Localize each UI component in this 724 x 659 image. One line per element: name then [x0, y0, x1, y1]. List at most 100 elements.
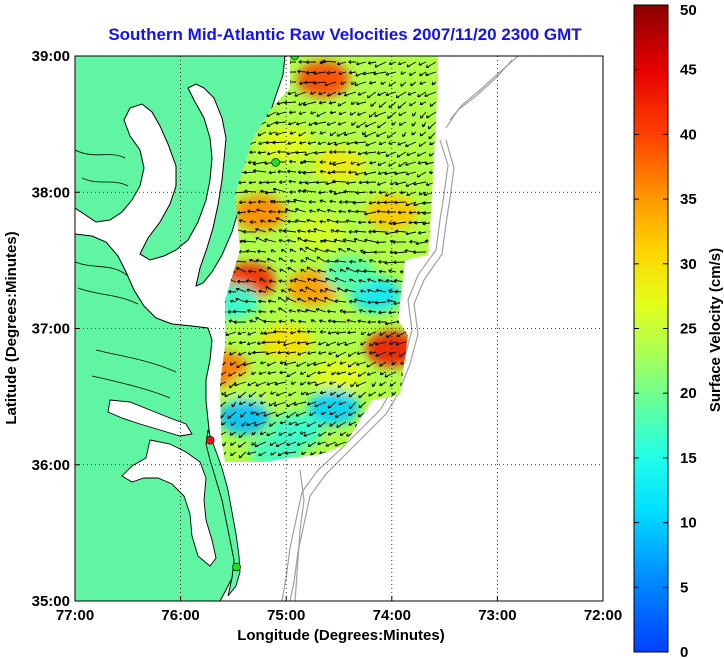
velocity-arrow [326, 218, 337, 223]
velocity-arrow [229, 381, 237, 389]
velocity-arrow [336, 371, 347, 376]
velocity-arrow [304, 151, 317, 156]
velocity-arrow [337, 91, 347, 96]
velocity-arrow [234, 381, 247, 387]
velocity-arrow [378, 141, 387, 145]
velocity-arrow [307, 401, 317, 406]
velocity-arrow [337, 101, 347, 107]
velocity-arrow [258, 269, 267, 273]
velocity-arrow [299, 431, 307, 435]
velocity-arrow [405, 141, 417, 147]
velocity-arrow [249, 150, 257, 155]
velocity-arrow [249, 258, 257, 263]
velocity-arrow [314, 381, 327, 387]
velocity-arrow [405, 181, 417, 187]
velocity-arrow [270, 451, 277, 456]
velocity-arrow [318, 351, 327, 355]
velocity-arrow [377, 171, 387, 175]
velocity-arrow [264, 238, 277, 243]
velocity-arrow [358, 401, 367, 409]
velocity-arrow [259, 391, 267, 398]
velocity-arrow [375, 288, 387, 293]
velocity-arrow [346, 319, 357, 323]
velocity-arrow [391, 391, 397, 396]
velocity-arrow [351, 121, 357, 126]
velocity-hotspot [334, 99, 387, 136]
velocity-arrow [327, 361, 337, 367]
velocity-arrow [305, 286, 317, 293]
velocity-arrow [395, 91, 407, 99]
velocity-hotspot [313, 358, 365, 395]
x-tick-label: 72:00 [584, 607, 622, 624]
velocity-arrow [329, 110, 337, 115]
velocity-arrow [238, 219, 247, 223]
velocity-arrow [400, 71, 407, 75]
velocity-arrow [254, 441, 267, 448]
velocity-arrow [348, 170, 357, 175]
velocity-arrow [261, 340, 277, 345]
velocity-arrow [298, 319, 307, 324]
velocity-arrow [258, 299, 267, 304]
velocity-arrow [371, 381, 377, 387]
outer-banks [205, 429, 241, 597]
velocity-arrow [272, 187, 287, 193]
velocity-arrow [336, 421, 347, 428]
velocity-arrow [220, 431, 227, 438]
velocity-arrow [265, 180, 277, 185]
velocity-arrow [367, 220, 377, 225]
velocity-arrow [298, 180, 307, 185]
velocity-arrow [294, 208, 307, 213]
velocity-arrow [316, 208, 327, 213]
velocity-arrow [319, 199, 327, 204]
velocity-arrow [330, 391, 337, 396]
velocity-arrow [289, 190, 296, 194]
velocity-arrow [252, 161, 267, 166]
velocity-arrow [302, 170, 317, 175]
velocity-arrow [330, 229, 337, 233]
velocity-arrow [334, 277, 347, 283]
velocity-arrow [246, 421, 257, 426]
velocity-arrow [306, 371, 317, 378]
velocity-arrow [347, 351, 357, 357]
velocity-arrow [388, 101, 397, 109]
velocity-arrow [385, 91, 397, 96]
velocity-arrow [402, 131, 407, 138]
velocity-arrow [267, 266, 277, 273]
velocity-arrow [335, 219, 347, 224]
velocity-arrow [275, 441, 287, 447]
velocity-arrow [314, 121, 327, 126]
velocity-arrow [367, 331, 377, 336]
velocity-arrow [265, 140, 277, 145]
velocity-arrow [285, 297, 297, 303]
velocity-arrow [377, 91, 387, 96]
velocity-arrow [405, 231, 417, 236]
sound-water-2 [107, 399, 193, 437]
velocity-arrow [335, 351, 347, 358]
velocity-arrow [255, 228, 267, 233]
velocity-arrow [377, 320, 386, 324]
velocity-arrow [354, 81, 367, 87]
velocity-arrow [238, 371, 247, 377]
y-ticks: 35:00 36:00 37:00 38:00 39:00 [32, 48, 80, 610]
velocity-arrow [327, 141, 337, 146]
velocity-arrow [362, 71, 377, 76]
velocity-arrow [377, 279, 387, 283]
velocity-arrow [338, 209, 347, 214]
velocity-arrow [347, 209, 357, 214]
velocity-arrow [304, 238, 317, 243]
radar-site-marker [290, 56, 299, 61]
velocity-arrow [299, 371, 307, 375]
velocity-arrow [360, 249, 367, 254]
velocity-arrow [385, 231, 397, 236]
velocity-arrow [367, 278, 377, 283]
velocity-arrow [287, 169, 297, 174]
velocity-arrow [306, 361, 317, 367]
velocity-arrow [267, 299, 277, 304]
velocity-arrow [370, 101, 377, 107]
velocity-arrow [397, 141, 407, 146]
velocity-arrow [267, 219, 277, 224]
velocity-arrow [307, 229, 317, 234]
velocity-arrow [251, 431, 257, 436]
velocity-arrow [294, 219, 307, 223]
velocity-arrow [364, 151, 377, 155]
